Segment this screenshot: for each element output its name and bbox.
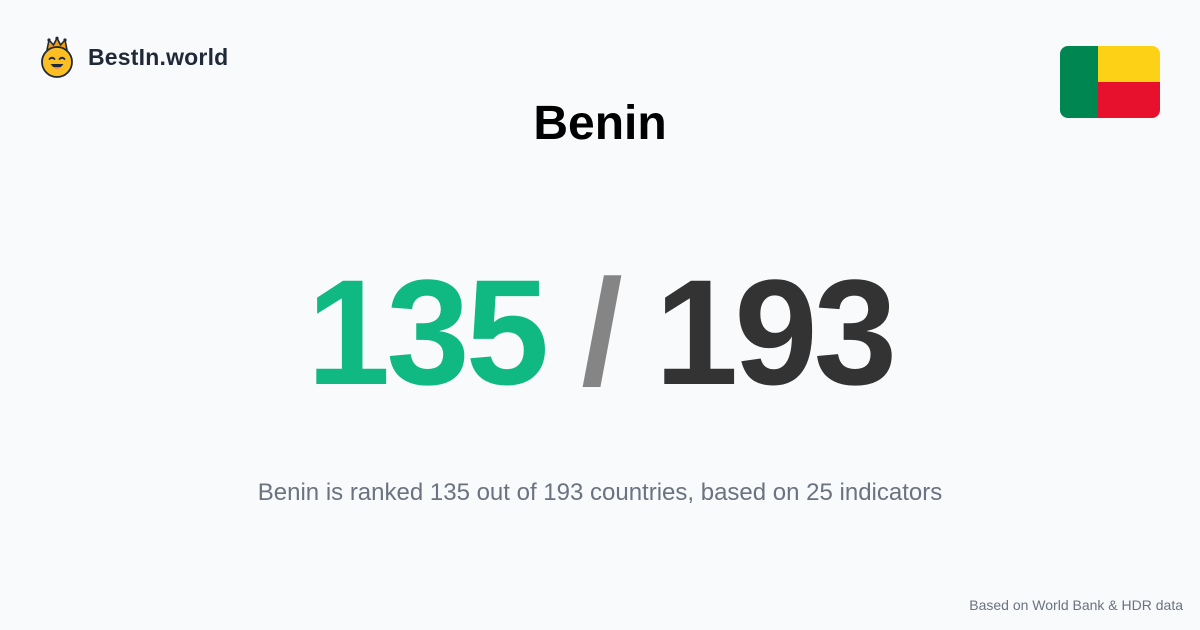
flag-green-band bbox=[1060, 46, 1098, 118]
rank-total: 193 bbox=[654, 248, 897, 416]
flag-red-band bbox=[1098, 82, 1160, 118]
benin-flag-icon bbox=[1060, 46, 1160, 118]
rank-display: 135 / 193 bbox=[0, 252, 1200, 412]
brand-name: BestIn.world bbox=[88, 43, 229, 70]
rank-separator: / bbox=[581, 248, 623, 416]
flag-yellow-band bbox=[1098, 46, 1160, 82]
source-note: Based on World Bank & HDR data bbox=[969, 597, 1183, 613]
page-title: Benin bbox=[533, 97, 667, 150]
rank-summary: Benin is ranked 135 out of 193 countries… bbox=[257, 479, 943, 506]
brand-link[interactable]: BestIn.world bbox=[38, 36, 228, 78]
rank-value: 135 bbox=[306, 248, 549, 416]
crowned-smiley-icon bbox=[41, 36, 73, 78]
